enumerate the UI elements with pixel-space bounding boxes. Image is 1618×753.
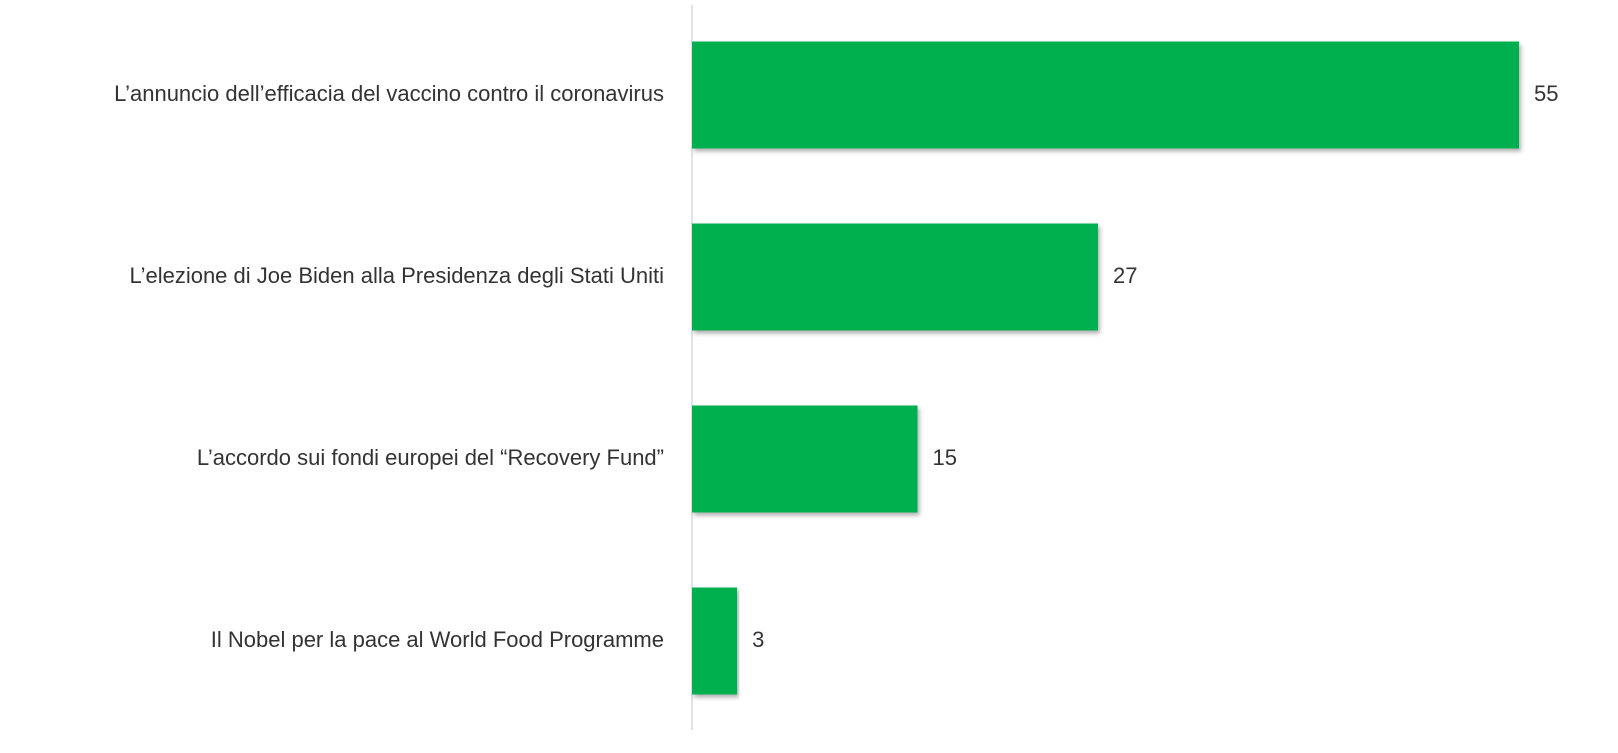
value-label: 3 bbox=[752, 627, 764, 652]
category-label: L’annuncio dell’efficacia del vaccino co… bbox=[114, 81, 664, 106]
category-label: Il Nobel per la pace al World Food Progr… bbox=[211, 627, 664, 652]
value-label: 27 bbox=[1113, 263, 1137, 288]
bar bbox=[692, 41, 1519, 149]
bar bbox=[692, 223, 1098, 331]
bar bbox=[692, 405, 918, 513]
category-label: L’elezione di Joe Biden alla Presidenza … bbox=[130, 263, 664, 288]
value-label: 55 bbox=[1534, 81, 1558, 106]
value-label: 15 bbox=[933, 445, 957, 470]
category-label: L’accordo sui fondi europei del “Recover… bbox=[197, 445, 664, 470]
bar bbox=[692, 587, 738, 695]
